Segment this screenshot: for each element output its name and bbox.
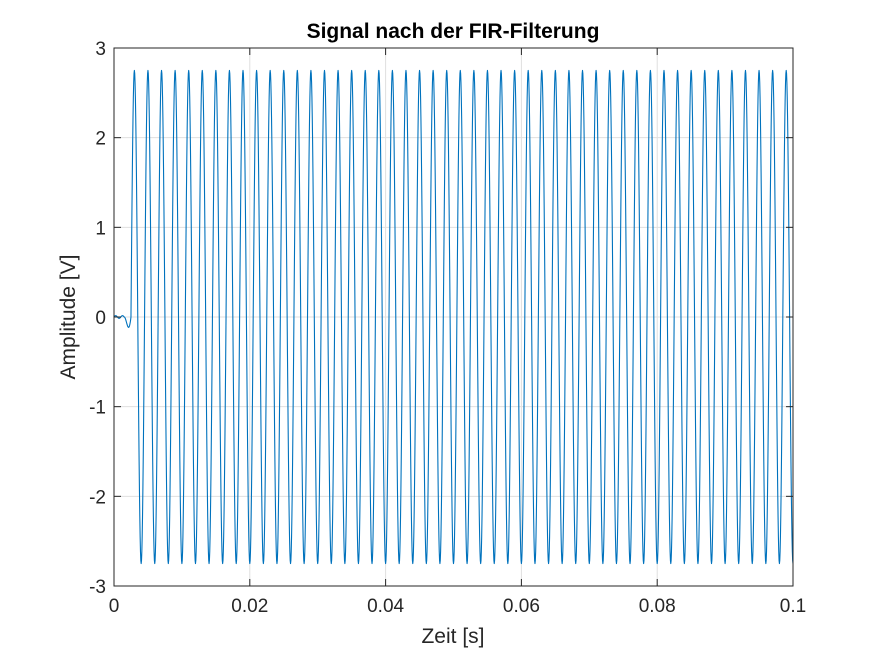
x-tick-label: 0.1 xyxy=(780,596,806,617)
chart-title: Signal nach der FIR-Filterung xyxy=(307,20,600,43)
y-tick-label: 1 xyxy=(95,218,106,239)
x-tick-label: 0.04 xyxy=(367,596,404,617)
signal-series-line xyxy=(113,69,794,565)
y-tick-label: 0 xyxy=(95,308,106,329)
y-tick-label: 2 xyxy=(95,129,106,150)
y-axis-label: Amplitude [V] xyxy=(57,255,80,380)
series-group xyxy=(113,69,794,565)
y-tick-label: -3 xyxy=(89,577,106,598)
y-tick-label: 3 xyxy=(95,39,106,60)
y-tick-label: -2 xyxy=(89,487,106,508)
x-tick-label: 0.02 xyxy=(231,596,268,617)
ticks: 0 0.02 0.04 0.06 0.08 0.1 -3 -2 -1 0 1 2 3 xyxy=(89,39,806,617)
y-tick-label: -1 xyxy=(89,398,106,419)
x-tick-label: 0 xyxy=(109,596,120,617)
x-axis-label: Zeit [s] xyxy=(421,625,484,648)
x-tick-label: 0.06 xyxy=(503,596,540,617)
x-tick-label: 0.08 xyxy=(639,596,676,617)
